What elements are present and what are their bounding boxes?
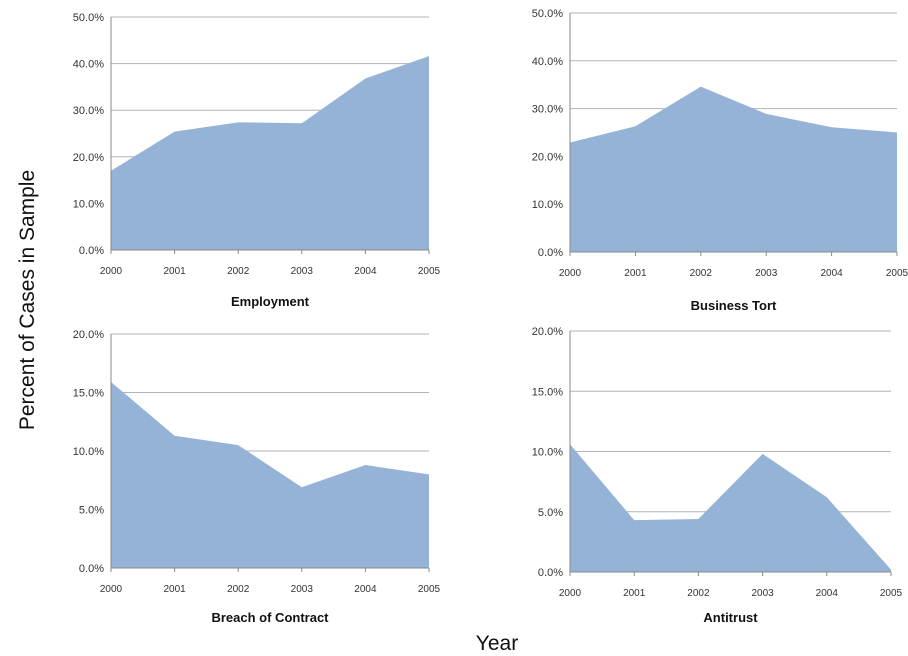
y-tick-label: 20.0% — [73, 329, 104, 341]
y-tick-label: 10.0% — [532, 447, 563, 459]
x-tick-label: 2003 — [291, 266, 314, 277]
area-series — [570, 86, 897, 252]
y-tick-label: 50.0% — [73, 12, 104, 24]
x-tick-label: 2000 — [100, 266, 123, 277]
y-tick-label: 40.0% — [532, 56, 563, 68]
x-tick-label: 2003 — [751, 588, 774, 599]
x-tick-label: 2005 — [880, 588, 903, 599]
y-tick-label: 0.0% — [79, 563, 104, 575]
x-tick-label: 2003 — [291, 584, 314, 595]
x-tick-label: 2005 — [886, 268, 908, 279]
x-tick-label: 2002 — [687, 588, 710, 599]
y-tick-label: 10.0% — [73, 446, 104, 458]
y-tick-label: 10.0% — [532, 199, 563, 211]
y-tick-label: 50.0% — [532, 8, 563, 20]
area-series — [570, 444, 891, 572]
x-tick-label: 2001 — [624, 268, 647, 279]
y-tick-label: 20.0% — [532, 326, 563, 338]
y-tick-label: 30.0% — [73, 105, 104, 117]
x-tick-label: 2003 — [755, 268, 778, 279]
y-tick-label: 10.0% — [73, 198, 104, 210]
y-tick-label: 0.0% — [538, 567, 563, 579]
x-tick-label: 2000 — [100, 584, 123, 595]
y-tick-label: 15.0% — [73, 388, 104, 400]
y-tick-label: 5.0% — [538, 507, 563, 519]
chart-panel: 0.0% 5.0% 10.0% 15.0% 20.0% 2000 2001 2002 2003 2… — [73, 329, 441, 625]
chart-panel: 0.0% 10.0% 20.0% 30.0% 40.0% 50.0% 2000 2001 200… — [532, 8, 908, 313]
y-tick-label: 5.0% — [79, 505, 104, 517]
chart-panel: 0.0% 5.0% 10.0% 15.0% 20.0% 2000 2001 2002 2003 2… — [532, 326, 903, 625]
x-tick-label: 2005 — [418, 266, 441, 277]
x-tick-label: 2000 — [559, 268, 582, 279]
y-tick-label: 20.0% — [532, 151, 563, 163]
x-tick-label: 2001 — [623, 588, 646, 599]
figure-y-axis-label: Percent of Cases in Sample — [16, 170, 39, 430]
panel-title: Business Tort — [691, 298, 777, 313]
chart-panel: 0.0% 10.0% 20.0% 30.0% 40.0% 50.0% 2000 2001 200… — [73, 12, 441, 309]
x-tick-label: 2002 — [227, 584, 250, 595]
y-tick-label: 0.0% — [538, 247, 563, 259]
x-tick-label: 2004 — [816, 588, 839, 599]
y-tick-label: 30.0% — [532, 104, 563, 116]
area-series — [111, 381, 429, 568]
x-tick-label: 2004 — [820, 268, 843, 279]
x-tick-label: 2000 — [559, 588, 582, 599]
y-tick-label: 40.0% — [73, 59, 104, 71]
panel-title: Breach of Contract — [211, 610, 329, 625]
x-tick-label: 2001 — [163, 266, 186, 277]
x-tick-label: 2004 — [354, 266, 377, 277]
panel-title: Antitrust — [703, 610, 758, 625]
panel-title: Employment — [231, 294, 310, 309]
x-tick-label: 2002 — [690, 268, 713, 279]
y-tick-label: 0.0% — [79, 245, 104, 257]
y-tick-label: 20.0% — [73, 152, 104, 164]
area-series — [111, 56, 429, 251]
figure-x-axis-label: Year — [476, 632, 518, 655]
x-tick-label: 2002 — [227, 266, 250, 277]
y-tick-label: 15.0% — [532, 386, 563, 398]
x-tick-label: 2001 — [163, 584, 186, 595]
x-tick-label: 2004 — [354, 584, 377, 595]
x-tick-label: 2005 — [418, 584, 441, 595]
